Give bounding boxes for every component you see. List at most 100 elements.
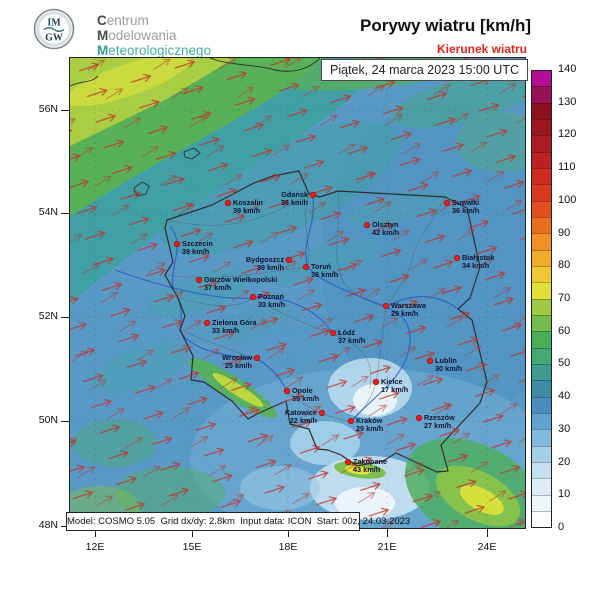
lon-tick-label: 15E <box>182 541 202 553</box>
station-dot <box>426 357 434 365</box>
lat-tick <box>61 421 69 423</box>
station-gust: 38 km/h <box>311 270 338 279</box>
station-name: Szczecin <box>182 239 213 248</box>
station-name: Zakopane <box>353 457 387 466</box>
station-gust: 29 km/h <box>356 424 383 433</box>
lon-tick-label: 12E <box>85 541 105 553</box>
wind-direction-legend-label: Kierunek wiatru <box>436 42 527 56</box>
colorbar-label: 20 <box>558 455 571 468</box>
station-gust: 30 km/h <box>435 364 462 373</box>
wave-icon <box>43 27 65 32</box>
org-line-1: Centrum <box>97 13 149 28</box>
station-name: Łódź <box>338 328 355 337</box>
lat-tick-label: 48N <box>38 519 58 531</box>
station-name: Wrocław <box>222 353 252 362</box>
station-dot <box>173 240 181 248</box>
colorbar-label: 10 <box>558 488 571 501</box>
station-name: Suwałki <box>452 198 479 207</box>
lon-tick-label: 18E <box>278 541 298 553</box>
station-gust: 35 km/h <box>292 394 319 403</box>
station-gust: 33 km/h <box>258 300 285 309</box>
org-line-3: Meteorologicznego <box>97 43 212 58</box>
station-name: Gorzów Wielkopolski <box>204 275 277 284</box>
station-name: Kielce <box>381 377 403 386</box>
colorbar-segment <box>532 396 551 413</box>
logo-text-top: IM <box>47 18 61 29</box>
station-gust: 22 km/h <box>290 416 317 425</box>
colorbar-segment <box>532 216 551 234</box>
colorbar-label: 100 <box>558 193 577 206</box>
station-name: Koszalin <box>233 198 263 207</box>
station-dot <box>382 302 390 310</box>
station-name: Rzeszów <box>424 413 455 422</box>
station-dot <box>329 329 337 337</box>
station-name: Kraków <box>356 416 383 425</box>
station-name: Gdańsk <box>281 190 309 199</box>
station-gust: 39 km/h <box>257 263 284 272</box>
colorbar-segment <box>532 118 551 136</box>
colorbar-segment <box>532 102 551 119</box>
station-dot <box>253 354 261 362</box>
logo-text-bottom: GW <box>45 33 63 44</box>
colorbar-segments <box>531 70 552 528</box>
colorbar-segment <box>532 314 551 332</box>
station-dot <box>203 319 211 327</box>
colorbar-segment <box>532 249 551 266</box>
logo-inner-ring <box>36 11 72 47</box>
station-gust: 42 km/h <box>372 228 399 237</box>
lat-tick <box>61 213 69 215</box>
colorbar-segment <box>532 510 551 528</box>
station-gust: 37 km/h <box>338 336 365 345</box>
colorbar-label: 50 <box>558 357 571 370</box>
lat-tick-label: 50N <box>38 414 58 426</box>
station-name: Poznań <box>258 292 284 301</box>
colorbar-segment <box>532 151 551 168</box>
station-dot <box>344 458 352 466</box>
station-dot <box>285 256 293 264</box>
station-name: Białystok <box>462 253 495 262</box>
station-name: Toruń <box>311 262 331 271</box>
colorbar-segment <box>532 298 551 315</box>
station-gust: 39 km/h <box>182 247 209 256</box>
station-gust: 34 km/h <box>462 261 489 270</box>
station-gust: 36 km/h <box>281 198 308 207</box>
lon-tick <box>487 529 489 537</box>
colorbar-segment <box>532 184 551 201</box>
colorbar-label: 120 <box>558 128 577 141</box>
station-name: Opole <box>292 386 313 395</box>
colorbar-segment <box>532 86 551 103</box>
colorbar-segment <box>532 445 551 462</box>
station-gust: 33 km/h <box>212 326 239 335</box>
colorbar-segment <box>532 478 551 495</box>
station-dot <box>195 276 203 284</box>
lat-tick-label: 52N <box>38 310 58 322</box>
lat-tick <box>61 317 69 319</box>
station-name: Zielona Góra <box>212 318 258 327</box>
station-name: Lublin <box>435 356 457 365</box>
org-name: Centrum Modelowania Meteorologicznego <box>97 13 211 58</box>
colorbar-segment <box>532 347 551 364</box>
colorbar-segment <box>532 461 551 479</box>
colorbar-segment <box>532 429 551 446</box>
colorbar-segment <box>532 71 551 87</box>
colorbar-segment <box>532 363 551 381</box>
station-dot <box>283 387 291 395</box>
lon-tick-label: 21E <box>377 541 397 553</box>
station-dot <box>302 263 310 271</box>
lat-tick-label: 54N <box>38 206 58 218</box>
